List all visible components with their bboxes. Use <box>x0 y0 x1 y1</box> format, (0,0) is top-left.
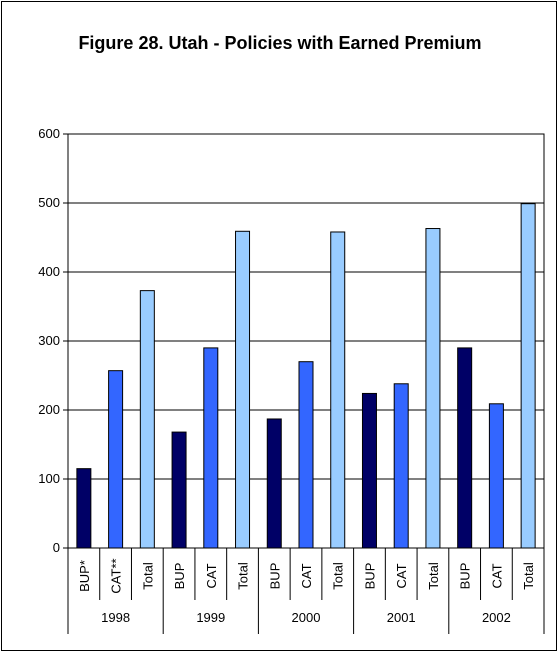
x-tick-label: Total <box>236 562 251 590</box>
year-label: 2000 <box>292 610 321 625</box>
bar <box>266 418 282 549</box>
x-tick-label: CAT <box>394 563 409 588</box>
year-label: 2002 <box>482 610 511 625</box>
bar <box>488 403 504 549</box>
bar <box>76 468 92 549</box>
y-tick-label: 600 <box>38 126 60 141</box>
bar <box>393 383 409 549</box>
bar <box>235 230 251 549</box>
bars <box>76 203 536 549</box>
tick-labels: 0 100 200 300 400 500 600 BUP* CAT** Total 1998 BUP… <box>38 126 536 625</box>
y-tick-label: 300 <box>38 333 60 348</box>
x-tick-label: CAT <box>204 563 219 588</box>
axes <box>63 133 545 634</box>
y-tick-label: 200 <box>38 402 60 417</box>
bar <box>520 203 536 549</box>
bar <box>139 290 155 549</box>
x-tick-label: Total <box>426 562 441 590</box>
x-tick-label: Total <box>331 562 346 590</box>
y-tick-label: 0 <box>53 540 60 555</box>
x-tick-label: BUP <box>362 563 377 590</box>
year-label: 1998 <box>101 610 130 625</box>
x-tick-label: CAT** <box>109 558 124 593</box>
bar <box>203 347 219 549</box>
x-tick-label: CAT <box>489 563 504 588</box>
x-tick-label: BUP <box>267 563 282 590</box>
x-tick-label: Total <box>140 562 155 590</box>
y-tick-label: 400 <box>38 264 60 279</box>
y-tick-label: 100 <box>38 471 60 486</box>
bar <box>298 361 314 549</box>
bar <box>330 231 346 549</box>
bar <box>361 392 377 549</box>
x-tick-label: Total <box>521 562 536 590</box>
year-label: 2001 <box>387 610 416 625</box>
bar <box>108 370 124 549</box>
bar <box>425 228 441 549</box>
x-tick-label: BUP <box>458 563 473 590</box>
bar <box>457 347 473 549</box>
y-tick-label: 500 <box>38 195 60 210</box>
x-tick-label: CAT <box>299 563 314 588</box>
chart-title: Figure 28. Utah - Policies with Earned P… <box>78 33 482 53</box>
x-tick-label: BUP <box>172 563 187 590</box>
x-tick-label: BUP* <box>77 560 92 592</box>
year-label: 1999 <box>196 610 225 625</box>
bar <box>171 431 187 549</box>
